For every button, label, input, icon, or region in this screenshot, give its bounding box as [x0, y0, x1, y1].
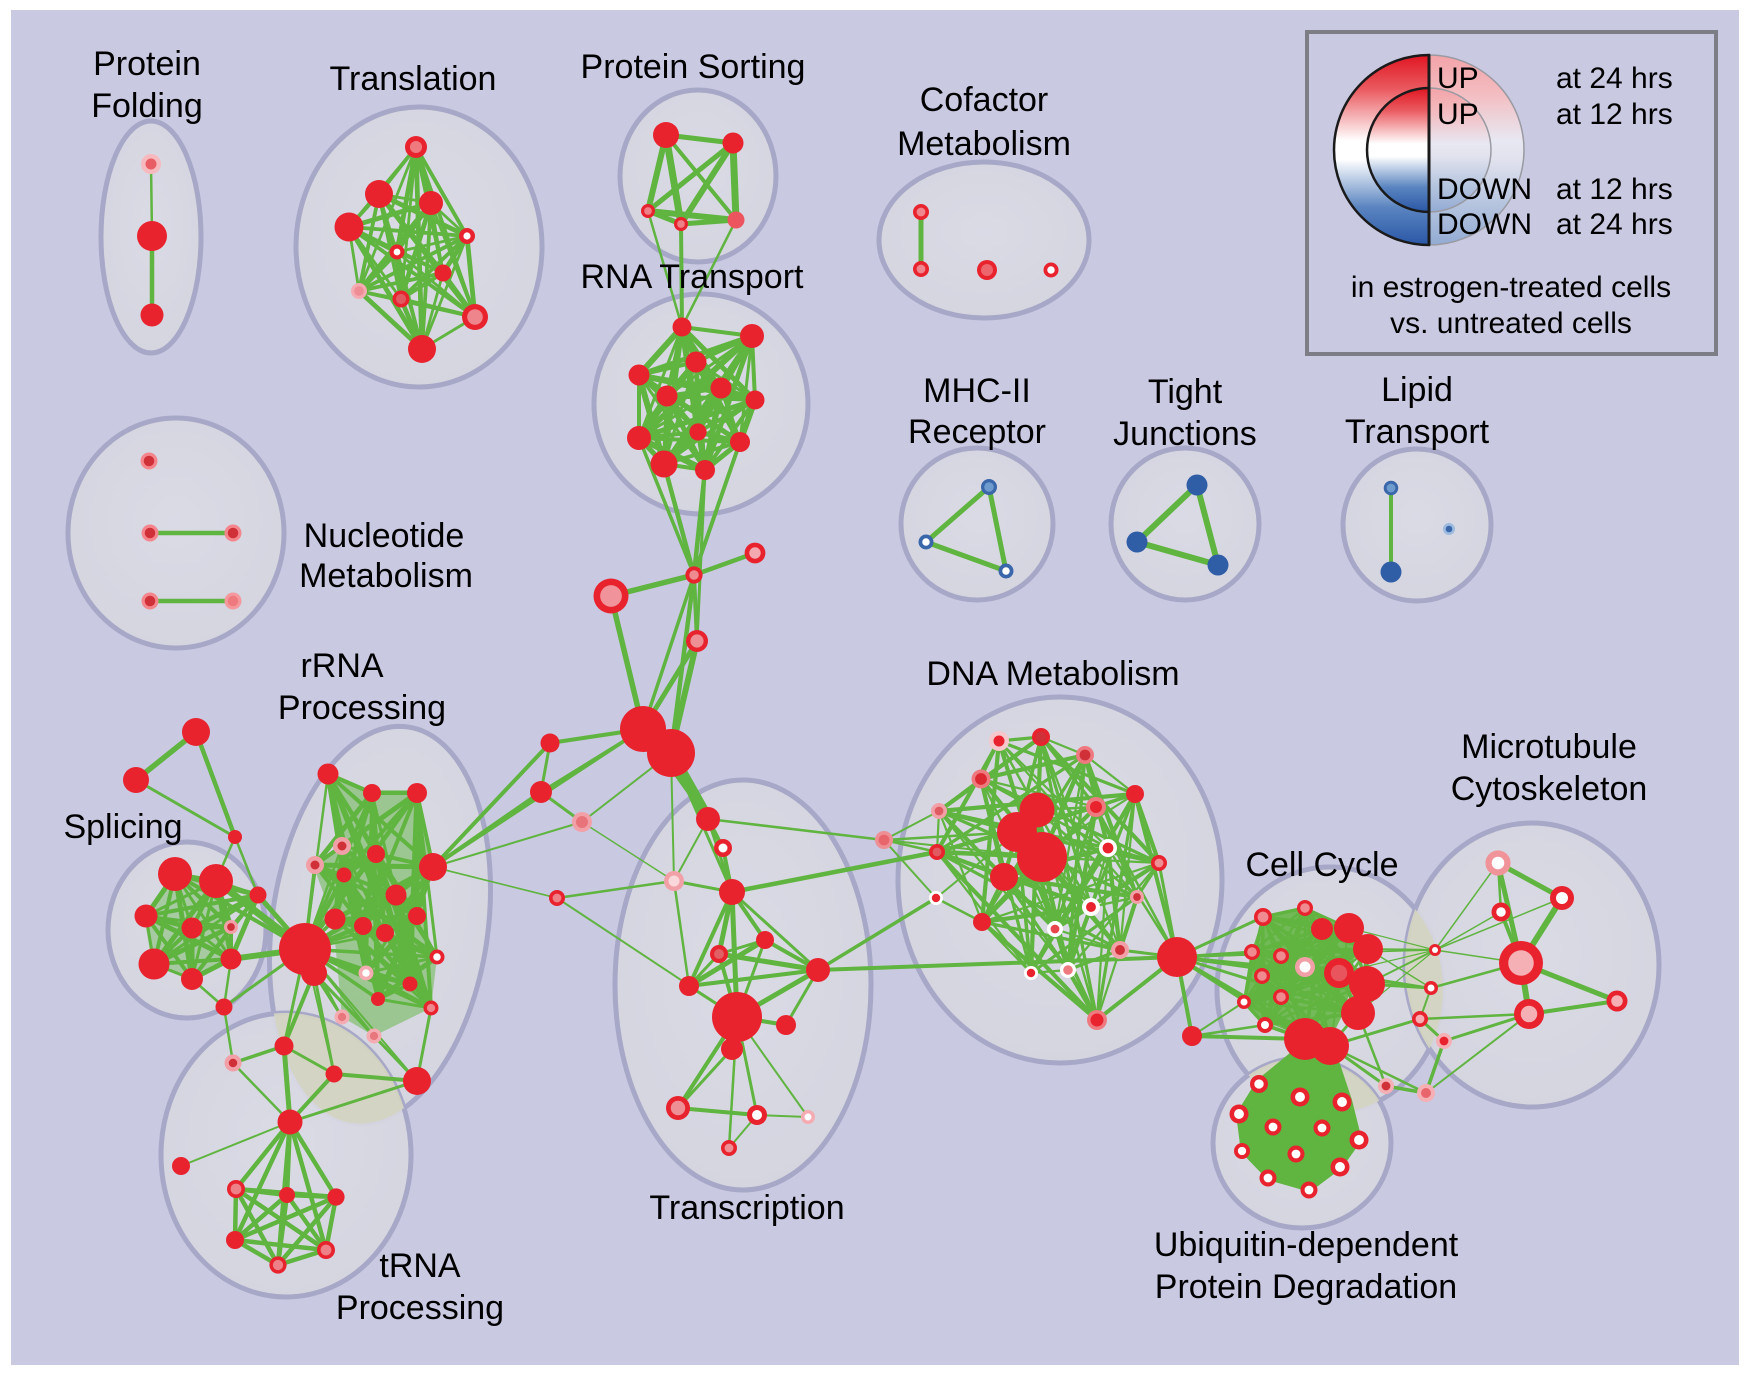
svg-text:Protein Sorting: Protein Sorting: [581, 48, 806, 86]
svg-text:Processing: Processing: [278, 689, 446, 727]
svg-text:tRNA: tRNA: [379, 1247, 461, 1285]
svg-text:Cytoskeleton: Cytoskeleton: [1451, 770, 1648, 808]
svg-text:Transcription: Transcription: [649, 1189, 844, 1227]
svg-text:RNA Transport: RNA Transport: [581, 258, 805, 296]
svg-text:Nucleotide: Nucleotide: [304, 517, 465, 555]
svg-text:rRNA: rRNA: [300, 647, 383, 685]
svg-text:MHC-II: MHC-II: [923, 372, 1031, 410]
svg-text:DNA Metabolism: DNA Metabolism: [926, 655, 1179, 693]
svg-text:Cofactor: Cofactor: [920, 81, 1049, 119]
svg-text:UP: UP: [1437, 98, 1479, 131]
svg-text:at 12 hrs: at 12 hrs: [1556, 173, 1673, 206]
svg-text:at 24 hrs: at 24 hrs: [1556, 62, 1673, 95]
svg-text:Splicing: Splicing: [63, 808, 182, 846]
svg-text:Ubiquitin-dependent: Ubiquitin-dependent: [1154, 1226, 1459, 1264]
svg-text:Protein Degradation: Protein Degradation: [1155, 1268, 1457, 1306]
svg-text:Tight: Tight: [1148, 373, 1223, 411]
svg-text:in estrogen-treated cells: in estrogen-treated cells: [1351, 271, 1671, 304]
svg-text:vs. untreated cells: vs. untreated cells: [1390, 307, 1632, 340]
svg-text:UP: UP: [1437, 62, 1479, 95]
svg-text:Protein: Protein: [93, 45, 201, 83]
svg-text:at 24 hrs: at 24 hrs: [1556, 208, 1673, 241]
svg-text:Translation: Translation: [330, 60, 497, 98]
svg-text:Cell Cycle: Cell Cycle: [1245, 846, 1398, 884]
svg-text:Folding: Folding: [91, 87, 203, 125]
svg-text:DOWN: DOWN: [1437, 173, 1532, 206]
svg-text:Metabolism: Metabolism: [299, 557, 473, 595]
svg-text:Microtubule: Microtubule: [1461, 728, 1637, 766]
svg-text:DOWN: DOWN: [1437, 208, 1532, 241]
svg-text:Receptor: Receptor: [908, 413, 1046, 451]
svg-text:Lipid: Lipid: [1381, 371, 1453, 409]
svg-text:Processing: Processing: [336, 1289, 504, 1327]
svg-text:Metabolism: Metabolism: [897, 125, 1071, 163]
svg-text:Transport: Transport: [1345, 413, 1490, 451]
svg-text:Junctions: Junctions: [1113, 415, 1257, 453]
svg-text:at 12 hrs: at 12 hrs: [1556, 98, 1673, 131]
